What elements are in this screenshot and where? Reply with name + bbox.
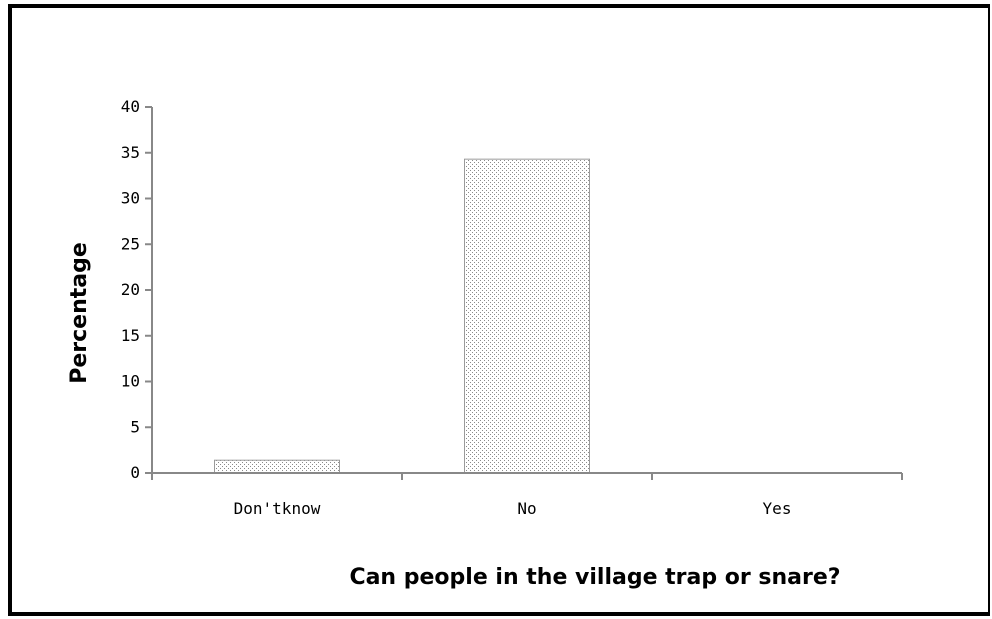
x-category-label: Don'tknow xyxy=(234,499,321,518)
y-tick-label: 15 xyxy=(121,326,140,345)
y-tick-label: 0 xyxy=(130,463,140,482)
x-category-label: Yes xyxy=(763,499,792,518)
x-category-label: No xyxy=(517,499,536,518)
bars xyxy=(215,159,590,473)
y-tick-label: 20 xyxy=(121,280,140,299)
y-axis-title: Percentage xyxy=(67,242,92,384)
bar-don-tknow xyxy=(215,460,340,473)
x-axis-title: Can people in the village trap or snare? xyxy=(349,565,840,590)
bar-no xyxy=(465,159,590,473)
y-axis-ticks: 0 5 10 15 20 25 30 35 40 xyxy=(121,97,152,482)
y-tick-label: 40 xyxy=(121,97,140,116)
x-axis-ticks xyxy=(152,473,902,480)
x-axis-category-labels: Don'tknow No Yes xyxy=(234,499,792,518)
y-tick-label: 10 xyxy=(121,372,140,391)
y-tick-label: 5 xyxy=(130,417,140,436)
y-tick-label: 35 xyxy=(121,143,140,162)
y-tick-label: 30 xyxy=(121,189,140,208)
y-tick-label: 25 xyxy=(121,234,140,253)
